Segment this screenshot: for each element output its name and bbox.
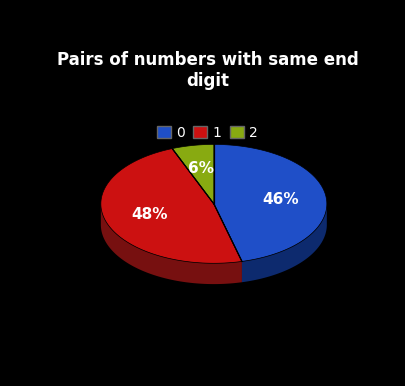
Polygon shape xyxy=(214,144,327,261)
Text: 6%: 6% xyxy=(188,161,214,176)
Polygon shape xyxy=(101,149,242,263)
Text: 48%: 48% xyxy=(131,207,168,222)
Text: Pairs of numbers with same end
digit: Pairs of numbers with same end digit xyxy=(57,51,358,90)
Polygon shape xyxy=(242,203,327,282)
Text: 46%: 46% xyxy=(263,192,299,207)
Polygon shape xyxy=(101,204,242,284)
Legend: 0, 1, 2: 0, 1, 2 xyxy=(151,120,264,145)
Polygon shape xyxy=(172,144,214,204)
